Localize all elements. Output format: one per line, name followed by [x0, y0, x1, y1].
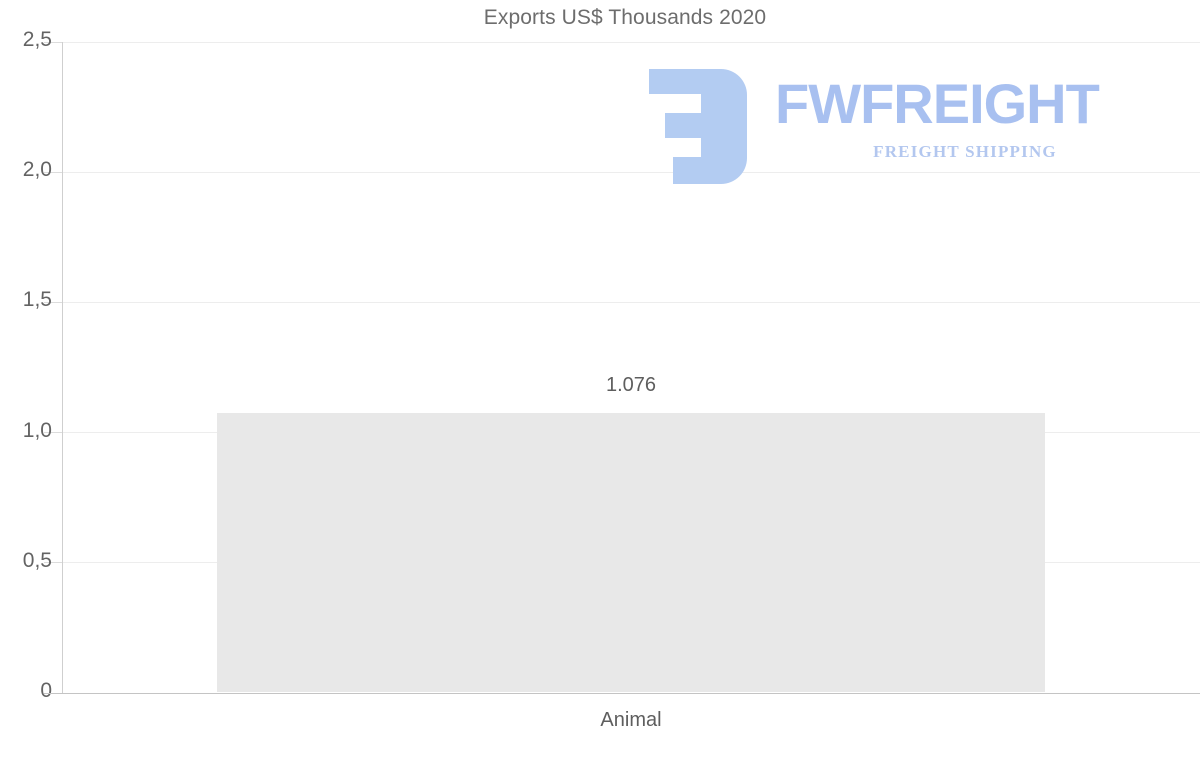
- chart-title: Exports US$ Thousands 2020: [483, 6, 767, 29]
- y-tick-mark: [44, 41, 62, 43]
- y-axis-line: [62, 42, 63, 693]
- y-tick-label: 1,5: [22, 288, 52, 312]
- x-tick-label: Animal: [600, 709, 662, 731]
- bar[interactable]: [217, 412, 1045, 692]
- y-tick-label: 0: [40, 679, 52, 702]
- y-tick-label: 2,0: [22, 158, 52, 182]
- x-axis-line: [44, 693, 1200, 694]
- bar-value-label: 1.076: [605, 373, 657, 396]
- gridline: [62, 41, 1200, 43]
- y-tick-label: 0,5: [22, 548, 52, 572]
- y-tick-mark: [44, 301, 62, 303]
- y-tick-label: 2,5: [22, 28, 52, 51]
- gridline: [62, 301, 1200, 303]
- y-tick-mark: [44, 171, 62, 173]
- gridline: [62, 171, 1200, 173]
- y-tick-mark: [44, 432, 62, 434]
- y-tick-label: 1,0: [22, 418, 52, 442]
- y-tick-mark: [44, 562, 62, 564]
